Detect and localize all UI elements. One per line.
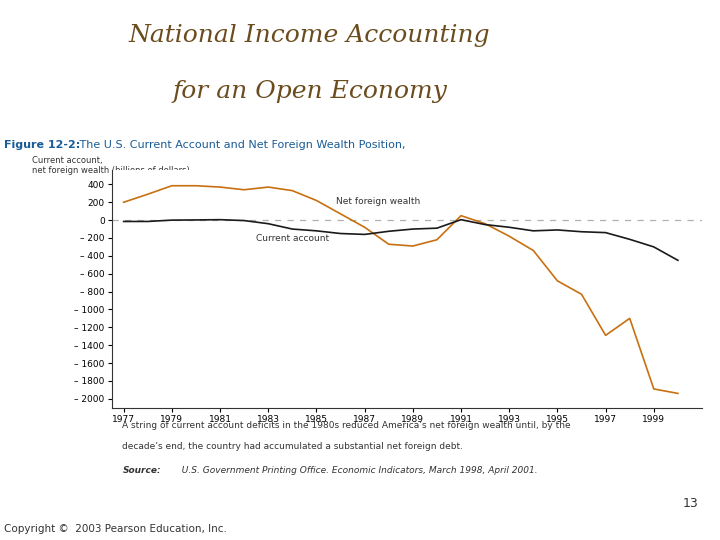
Text: Net foreign wealth: Net foreign wealth: [336, 198, 420, 206]
Text: The U.S. Current Account and Net Foreign Wealth Position,: The U.S. Current Account and Net Foreign…: [76, 140, 405, 150]
Text: Copyright ©  2003 Pearson Education, Inc.: Copyright © 2003 Pearson Education, Inc.: [4, 524, 227, 534]
Text: National Income Accounting: National Income Accounting: [129, 24, 490, 47]
Text: A string of current account deficits in the 1980s reduced America’s net foreign : A string of current account deficits in …: [122, 421, 571, 430]
Text: Current account: Current account: [256, 234, 329, 242]
Text: 13: 13: [683, 497, 698, 510]
Text: decade’s end, the country had accumulated a substantial net foreign debt.: decade’s end, the country had accumulate…: [122, 442, 464, 451]
Text: Current account,
net foreign wealth (billions of dollars): Current account, net foreign wealth (bil…: [32, 156, 190, 176]
Text: U.S. Government Printing Office. Economic Indicators, March 1998, April 2001.: U.S. Government Printing Office. Economi…: [176, 465, 538, 475]
Text: Source:: Source:: [122, 465, 161, 475]
Text: Figure 12-2:: Figure 12-2:: [4, 140, 80, 150]
Text: for an Open Economy: for an Open Economy: [172, 80, 447, 103]
